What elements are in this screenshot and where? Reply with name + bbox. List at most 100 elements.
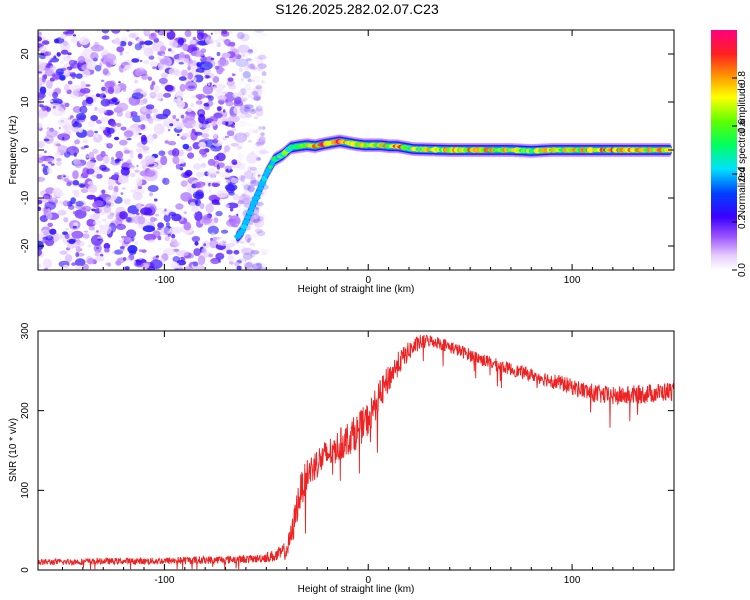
noise-speck (163, 92, 172, 98)
noise-speck (246, 184, 256, 192)
noise-speck (252, 90, 259, 98)
noise-speck (67, 52, 72, 56)
noise-speck (207, 82, 211, 86)
noise-speck (129, 150, 132, 154)
noise-speck (52, 198, 56, 201)
noise-speck (63, 175, 66, 178)
noise-speck (42, 236, 49, 241)
noise-speck (222, 109, 226, 113)
noise-speck (250, 179, 260, 187)
noise-speck (198, 141, 206, 148)
noise-speck (257, 63, 267, 69)
noise-speck (247, 237, 252, 241)
noise-speck (167, 233, 171, 237)
noise-speck (119, 211, 128, 220)
noise-speck (236, 138, 244, 148)
noise-speck (71, 118, 80, 127)
noise-speck (137, 186, 143, 190)
noise-speck (87, 244, 92, 248)
colorbar-tick-label: 0.8 (737, 71, 748, 85)
noise-speck (196, 63, 200, 67)
noise-speck (160, 226, 170, 236)
noise-speck (229, 46, 236, 52)
noise-speck (81, 69, 91, 78)
noise-speck (143, 60, 150, 65)
noise-speck (175, 203, 184, 210)
noise-speck (241, 181, 251, 188)
noise-speck (243, 184, 251, 191)
noise-speck (164, 140, 169, 144)
noise-speck (226, 193, 229, 196)
noise-speck (38, 71, 43, 74)
noise-speck (225, 179, 231, 184)
noise-speck (124, 110, 131, 119)
noise-speck (166, 30, 176, 40)
noise-speck (157, 227, 162, 231)
noise-speck (248, 75, 252, 79)
noise-speck (168, 211, 177, 217)
noise-speck (105, 196, 114, 204)
noise-speck (49, 57, 60, 63)
snr-x-tick-label: 100 (564, 575, 581, 586)
snr-y-tick-label: 300 (20, 322, 31, 339)
noise-speck (154, 198, 158, 202)
noise-speck (233, 250, 240, 255)
noise-speck (240, 240, 245, 244)
noise-speck (197, 255, 206, 265)
noise-speck (49, 65, 56, 71)
noise-speck (158, 150, 166, 156)
noise-speck (161, 53, 166, 57)
noise-speck (39, 46, 48, 53)
noise-speck (174, 122, 185, 130)
noise-speck (242, 53, 248, 57)
noise-speck (244, 259, 247, 262)
noise-speck (119, 139, 128, 146)
noise-speck (172, 114, 177, 120)
noise-speck (228, 31, 233, 34)
noise-speck (189, 39, 197, 45)
noise-speck (237, 44, 250, 54)
noise-speck (258, 150, 269, 155)
signal-core (258, 180, 267, 187)
noise-speck (95, 230, 99, 233)
noise-speck (192, 122, 203, 129)
noise-speck (260, 147, 267, 154)
noise-speck (87, 184, 98, 193)
noise-speck (193, 214, 196, 217)
noise-speck (229, 208, 234, 212)
snr-line (38, 334, 674, 570)
noise-speck (237, 200, 245, 205)
noise-speck (244, 104, 254, 109)
noise-speck (214, 39, 221, 44)
noise-speck (79, 87, 91, 94)
noise-speck (243, 132, 250, 138)
noise-speck (39, 104, 44, 108)
noise-speck (38, 91, 45, 101)
noise-speck (94, 64, 102, 72)
noise-speck (139, 59, 143, 63)
noise-speck (247, 78, 252, 83)
signal-core (237, 229, 246, 234)
noise-speck (180, 114, 185, 119)
noise-speck (66, 242, 78, 249)
noise-speck (74, 258, 86, 267)
noise-speck (93, 244, 102, 253)
noise-speck (100, 98, 111, 107)
noise-speck (222, 91, 228, 95)
noise-speck (199, 61, 213, 71)
noise-speck (255, 141, 261, 147)
noise-speck (111, 30, 121, 34)
spectrogram-y-tick-label: -20 (20, 238, 31, 253)
noise-speck (165, 222, 170, 227)
noise-speck (219, 194, 223, 198)
noise-speck (167, 128, 171, 132)
noise-speck (38, 153, 43, 158)
signal-core (250, 200, 259, 206)
noise-speck (123, 149, 131, 154)
noise-speck (38, 112, 45, 120)
noise-speck (85, 96, 94, 104)
noise-speck (56, 161, 62, 167)
noise-speck (74, 161, 83, 169)
noise-speck (244, 195, 250, 203)
noise-speck (43, 258, 51, 267)
